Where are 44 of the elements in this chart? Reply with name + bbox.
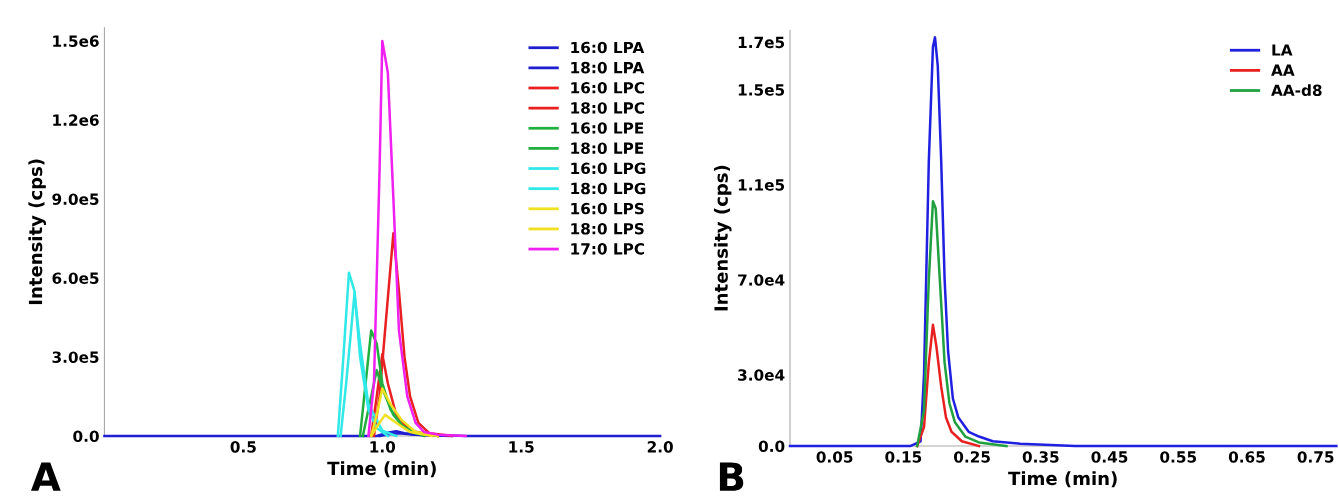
x-tick-label: 0.15 <box>885 451 922 463</box>
legend-label: 18:0 LPG <box>571 182 646 195</box>
y-tick-label: 3.0e5 <box>52 351 99 363</box>
y-tick-label: 9.0e5 <box>52 193 99 205</box>
y-tick-label: 1.5e5 <box>738 84 785 96</box>
y-tick-label: 7.0e4 <box>738 274 785 286</box>
legend-label: 18:0 LPS <box>571 222 644 235</box>
y-tick-label: 1.1e5 <box>738 179 785 191</box>
legend-label: 17:0 LPC <box>571 243 645 255</box>
text: B <box>719 462 744 491</box>
x-tick-label: 0.45 <box>1091 451 1128 463</box>
legend-label: 18:0 LPC <box>571 102 645 114</box>
x-tick-label: 2.0 <box>647 441 673 453</box>
legend-label: LA <box>1272 44 1293 56</box>
text: A <box>30 462 61 491</box>
legend-label: 16:0 LPC <box>571 82 645 94</box>
x-tick-label: 0.75 <box>1297 451 1334 463</box>
x-axis-title: Time (min) <box>1008 471 1117 488</box>
y-tick-label: 1.2e6 <box>53 114 99 126</box>
y-tick-label: 0.0 <box>73 430 99 442</box>
y-tick-label: 1.7e5 <box>738 36 785 49</box>
y-tick-label: 1.5e6 <box>53 35 99 47</box>
x-tick-label: 1.0 <box>370 441 396 453</box>
y-tick-label: 6.0e5 <box>52 272 99 284</box>
y-axis-title: Intensity (cps) <box>28 159 46 305</box>
y-tick-label: 0.0 <box>758 440 785 453</box>
y-tick-label: 3.0e4 <box>738 369 785 381</box>
legend-label: AA <box>1271 64 1295 76</box>
x-axis-title: Time (min) <box>327 461 436 478</box>
y-axis-title: Intensity (cps) <box>713 165 732 311</box>
legend-label: 18:0 LPE <box>571 142 644 154</box>
x-tick-label: 0.25 <box>954 451 990 463</box>
x-tick-label: 0.65 <box>1228 451 1265 463</box>
legend-label: AA-d8 <box>1271 84 1322 97</box>
x-tick-label: 1.5 <box>509 441 534 453</box>
x-tick-label: 0.55 <box>1160 451 1197 463</box>
legend-label: 16:0 LPS <box>571 202 644 215</box>
x-tick-label: 0.35 <box>1022 451 1059 463</box>
x-tick-label: 0.5 <box>230 441 256 453</box>
x-tick-label: 0.05 <box>816 451 853 463</box>
legend-label: 16:0 LPE <box>571 122 644 134</box>
legend-label: 16:0 LPA <box>571 41 645 54</box>
legend-label: 16:0 LPG <box>571 162 646 175</box>
legend-label: 18:0 LPA <box>571 61 645 74</box>
